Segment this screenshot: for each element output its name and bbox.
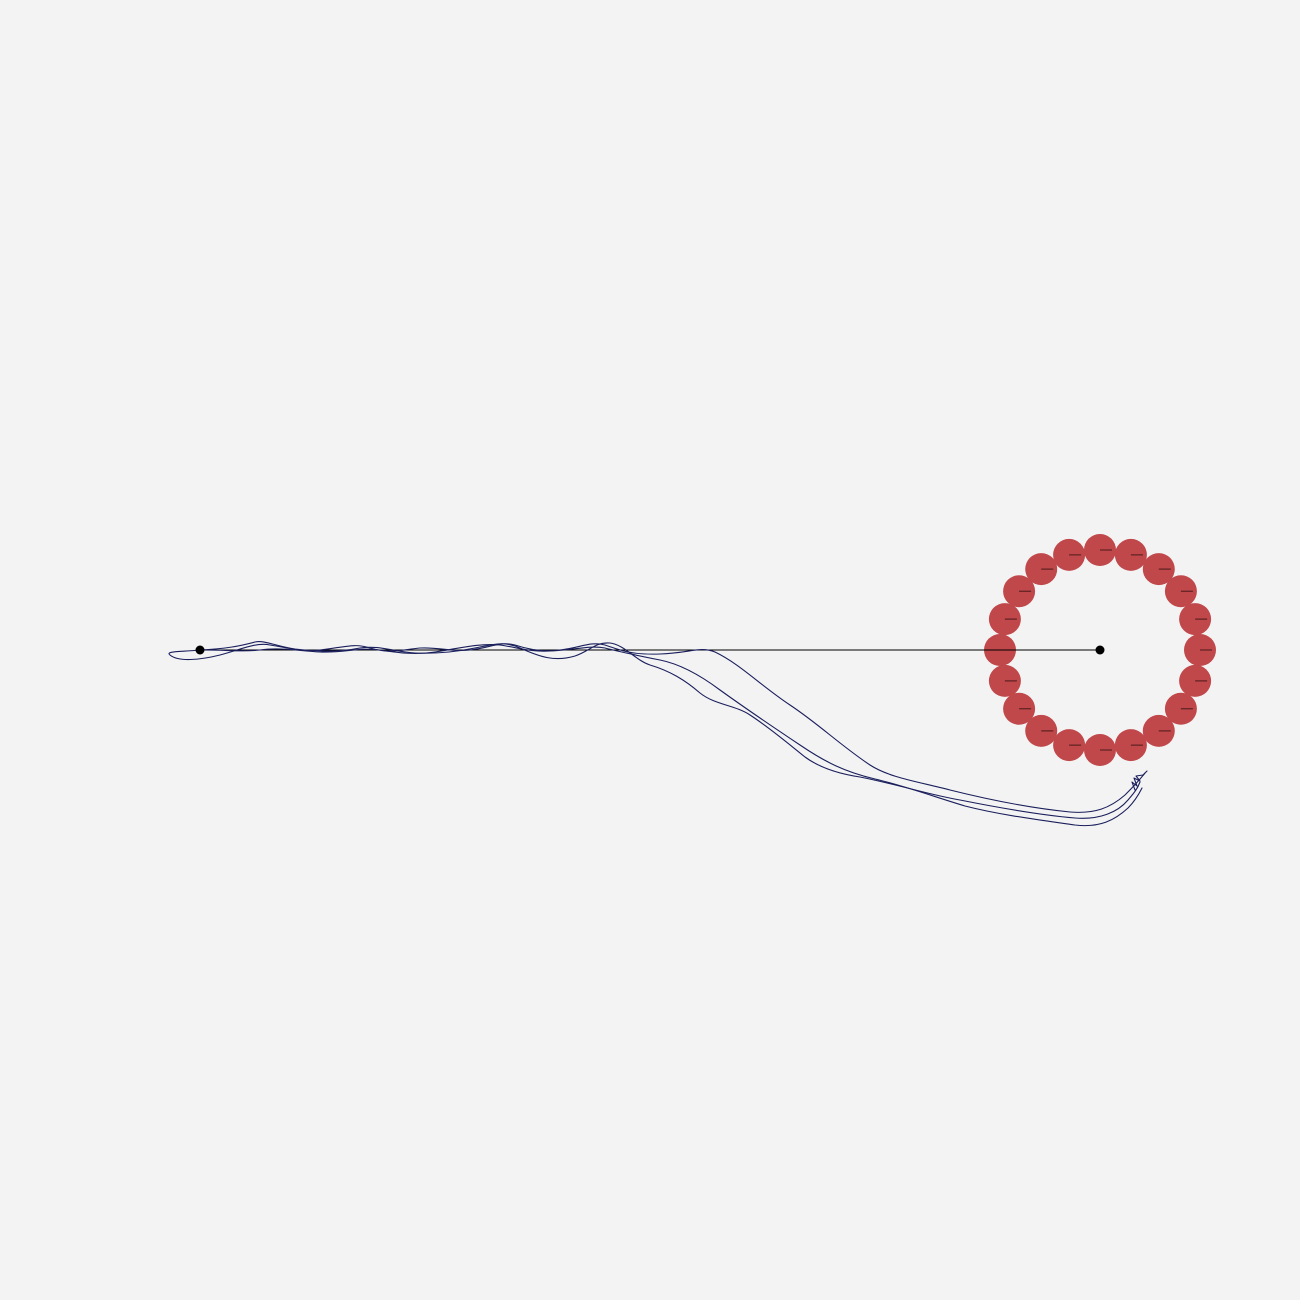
trajectory-group: [168, 641, 1148, 827]
obstacle-disc: [1114, 729, 1147, 762]
trajectory-path-2: [199, 641, 1141, 819]
obstacle-disc: [988, 664, 1021, 697]
obstacle-disc: [1164, 692, 1197, 725]
obstacle-disc: [1179, 664, 1212, 697]
trajectory-path-3: [199, 644, 1143, 827]
obstacle-disc: [1003, 575, 1036, 608]
start-point: [195, 645, 205, 655]
target-center: [1095, 645, 1105, 655]
obstacle-disc: [1053, 538, 1086, 571]
obstacle-disc: [1142, 553, 1175, 586]
obstacle-disc: [1025, 714, 1058, 747]
obstacle-disc: [1179, 603, 1212, 636]
obstacle-disc: [1084, 734, 1116, 766]
obstacle-disc: [1025, 553, 1058, 586]
obstacle-disc: [988, 603, 1021, 636]
obstacle-disc: [1164, 575, 1197, 608]
trajectory-endpoint-jitter: [1131, 770, 1148, 791]
obstacle-disc: [1084, 534, 1116, 566]
obstacle-disc: [1142, 714, 1175, 747]
obstacle-ring: [984, 534, 1216, 766]
obstacle-disc: [1003, 692, 1036, 725]
obstacle-disc: [1184, 634, 1216, 666]
trajectory-path-1: [168, 643, 1146, 813]
obstacle-disc: [1114, 538, 1147, 571]
obstacle-disc: [1053, 729, 1086, 762]
